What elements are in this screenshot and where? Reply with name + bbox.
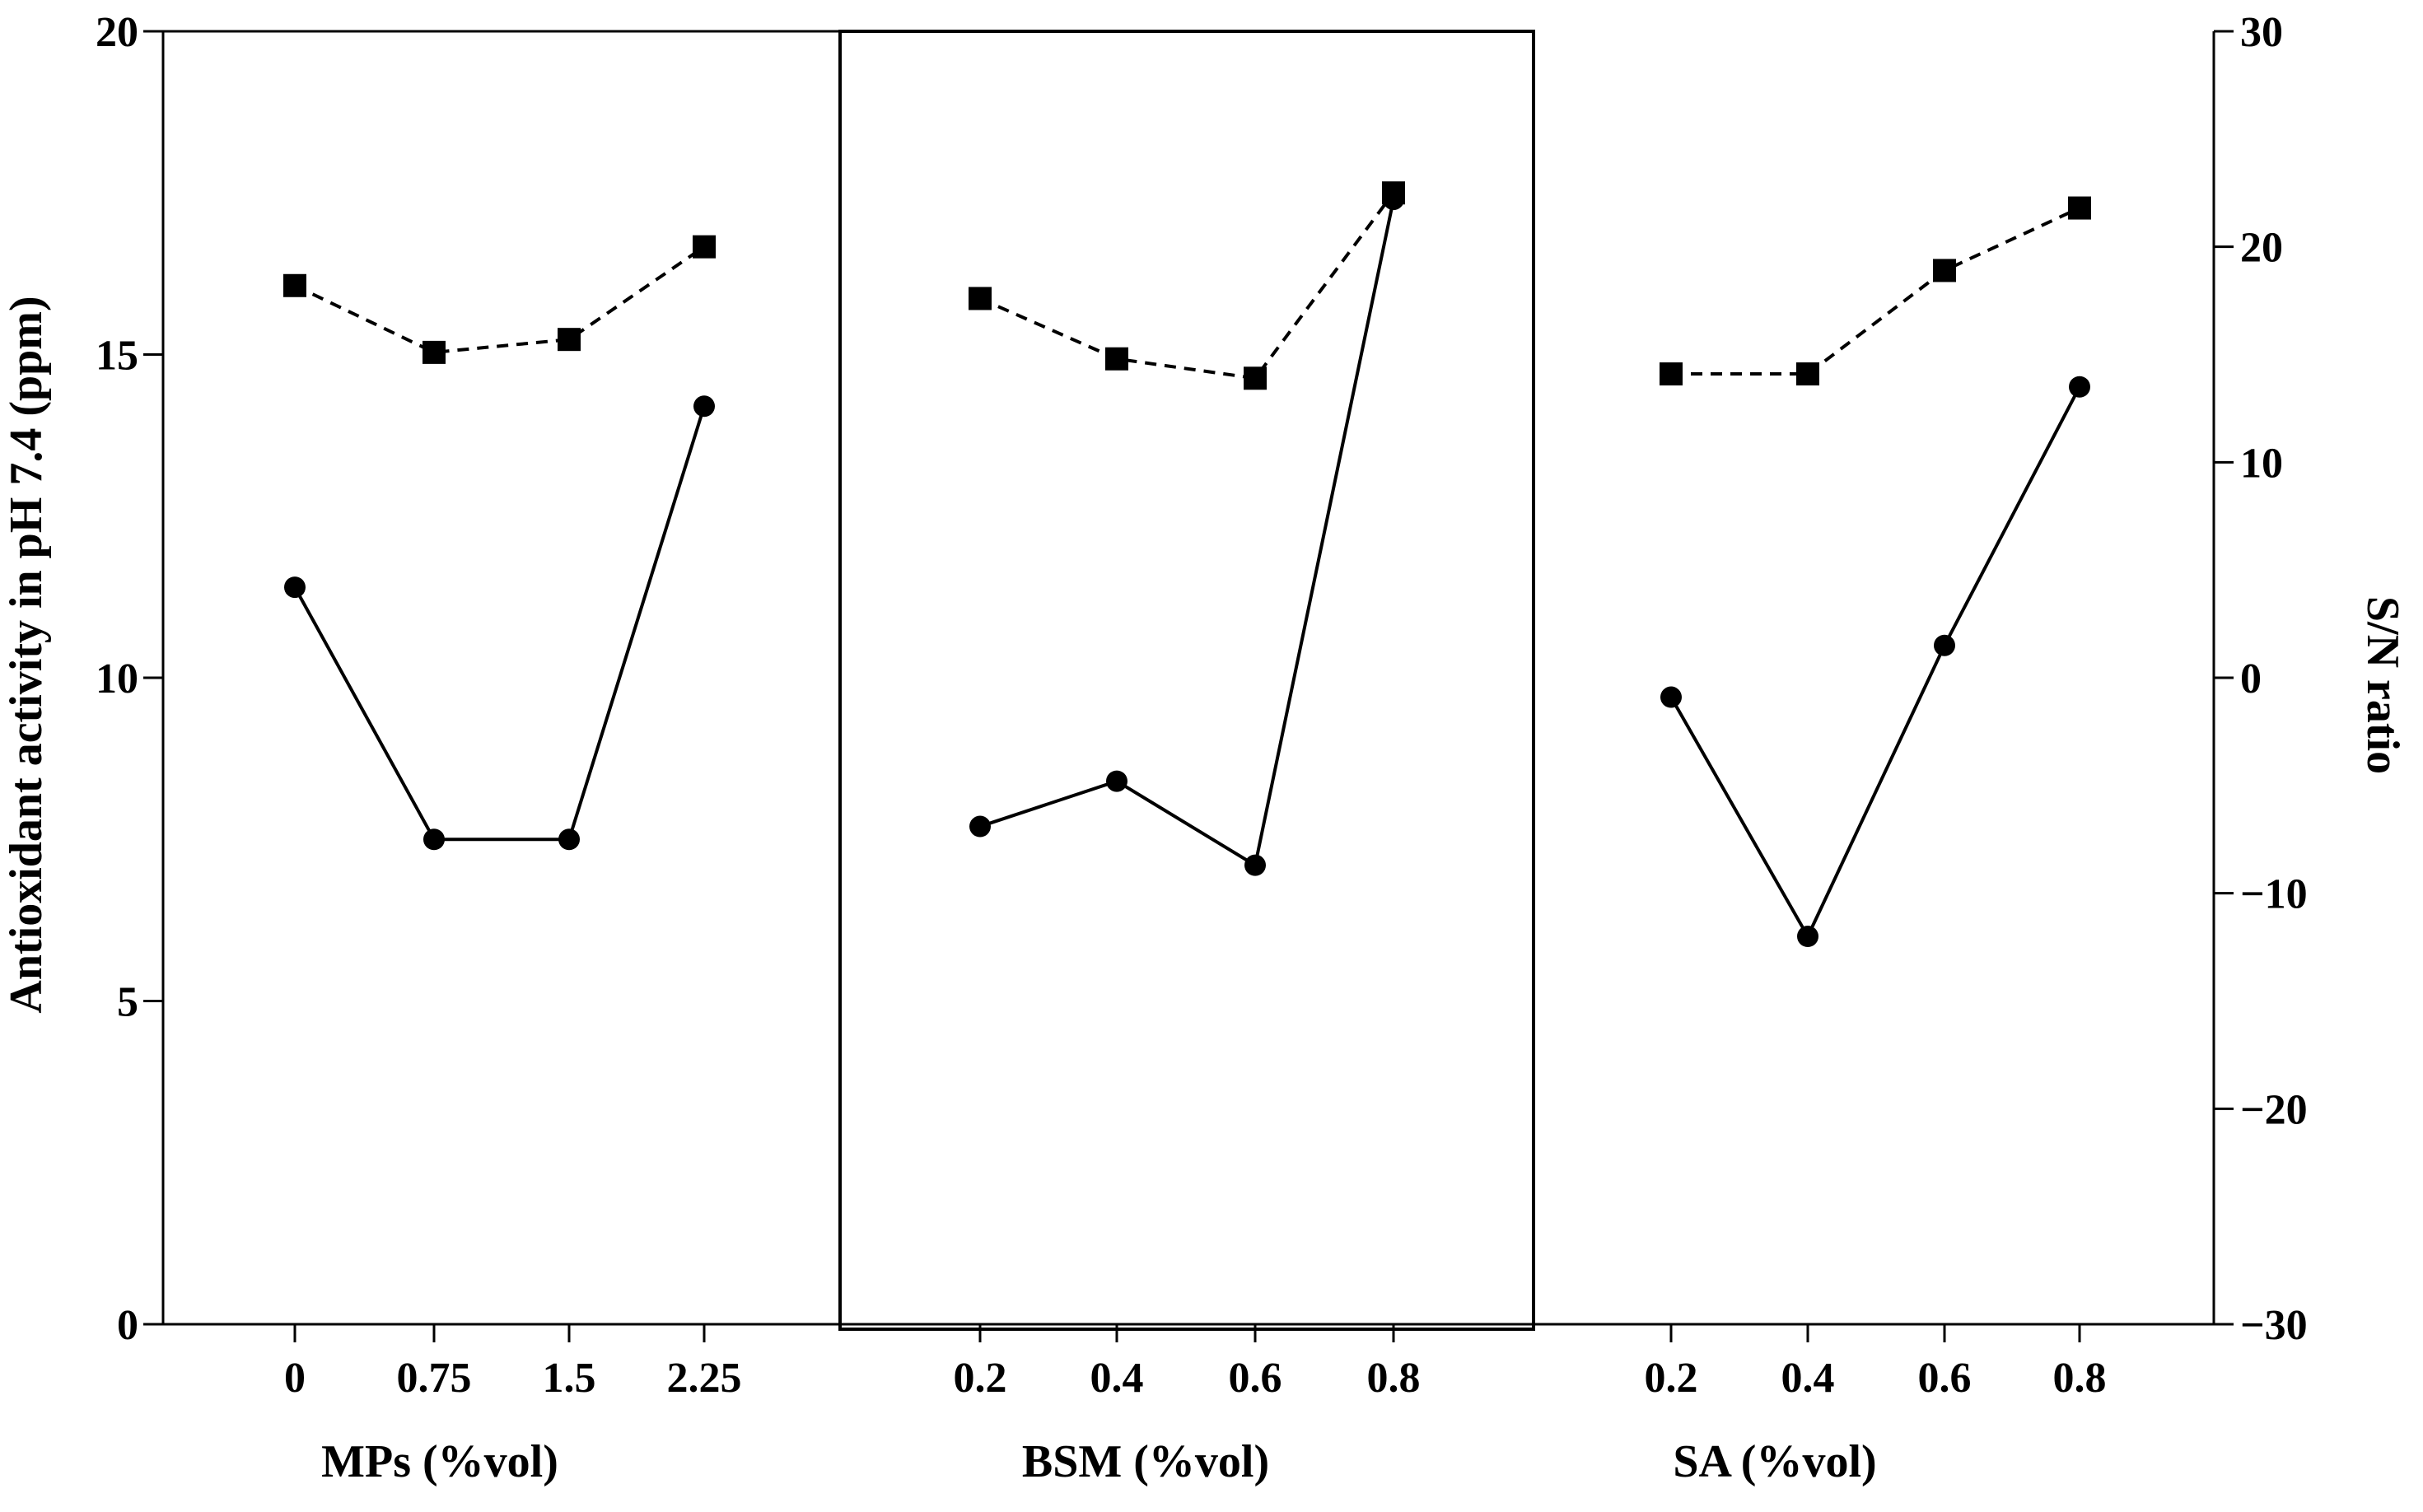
series-line [294, 245, 706, 354]
right-tick-label: 10 [2240, 440, 2283, 487]
left-tick-label: 10 [96, 656, 138, 702]
x-tick-label: 0.6 [1918, 1355, 1972, 1402]
series-line [293, 405, 706, 842]
data-point-circle [1244, 854, 1266, 876]
data-point-circle [969, 815, 991, 838]
right-tick-label: 0 [2240, 656, 2262, 702]
plot-frames [161, 30, 2215, 1331]
x-tick-label: 1.5 [543, 1355, 596, 1402]
data-point-square [1105, 347, 1128, 371]
x-tick-label: 0.6 [1229, 1355, 1282, 1402]
x-tick-label: 0.4 [1781, 1355, 1835, 1402]
left-tick-label: 5 [117, 979, 138, 1026]
x-tick-label: 0.8 [1367, 1355, 1421, 1402]
data-point-circle [1934, 634, 1955, 656]
data-point-circle [1660, 686, 1682, 708]
x-tick-label: 0.8 [2053, 1355, 2107, 1402]
data-point-square [283, 273, 306, 297]
data-point-square [2068, 196, 2091, 220]
x-tick-label: 0.75 [397, 1355, 472, 1402]
data-point-square [1244, 366, 1267, 390]
data-point-square [693, 235, 716, 259]
x-tick-label: 0.2 [954, 1355, 1007, 1402]
data-point-square [423, 340, 446, 364]
data-point-circle [558, 828, 580, 851]
x-tick-label: 0 [284, 1355, 306, 1402]
left-tick-label: 15 [96, 333, 138, 380]
data-point-square [1660, 362, 1683, 386]
series-line [1669, 385, 2081, 940]
middle-panel-frame [838, 30, 1535, 1331]
data-point-circle [2069, 376, 2090, 398]
x-axis-title: BSM (%vol) [1022, 1436, 1269, 1487]
data-point-circle [693, 395, 715, 418]
x-axis-title: SA (%vol) [1673, 1436, 1876, 1487]
data-point-circle [1106, 770, 1127, 792]
right-tick-label: 20 [2240, 225, 2283, 272]
right-tick-label: −30 [2240, 1302, 2308, 1349]
x-tick-label: 0.2 [1645, 1355, 1698, 1402]
data-point-square [1933, 259, 1956, 282]
data-point-square [558, 328, 581, 352]
data-point-circle [1797, 926, 1818, 947]
x-tick-label: 0.4 [1090, 1355, 1144, 1402]
right-tick-label: −10 [2240, 871, 2308, 918]
right-tick-label: 30 [2240, 9, 2283, 56]
data-point-square [1382, 181, 1405, 205]
right-axis-title: S/N ratio [2357, 596, 2408, 774]
axes: 0 5 10 15 20 −30 −20 −10 0 10 20 30 0 0.75 1.5 2.25 MPs … [96, 9, 2308, 1487]
series-layer [283, 181, 2091, 947]
left-tick-label: 20 [96, 9, 138, 56]
x-tick-label: 2.25 [667, 1355, 742, 1402]
data-point-circle [284, 576, 306, 599]
data-point-square [969, 287, 992, 310]
left-tick-label: 0 [117, 1302, 138, 1349]
series-line [979, 198, 1395, 868]
left-axis-title: Antioxidant activity in pH 7.4 (ppm) [1, 296, 52, 1013]
right-tick-label: −20 [2240, 1086, 2308, 1133]
data-point-circle [423, 828, 445, 851]
series-line [1671, 206, 2080, 376]
series-line [979, 192, 1395, 380]
data-point-square [1796, 362, 1819, 386]
x-axis-title: MPs (%vol) [321, 1436, 558, 1487]
